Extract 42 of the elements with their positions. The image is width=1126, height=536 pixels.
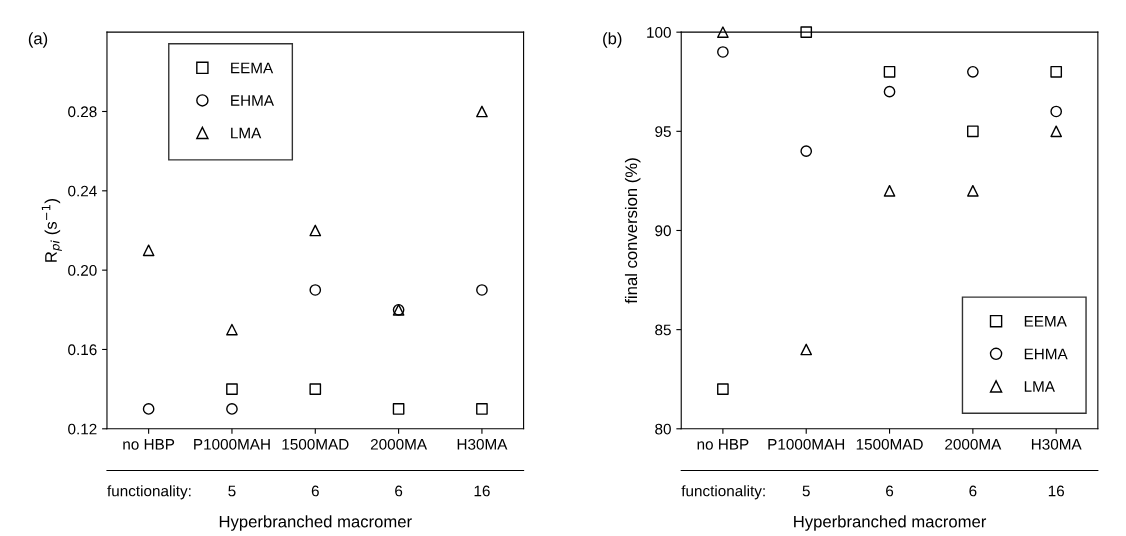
y-tick-label: 95	[655, 126, 671, 138]
legend-label: LMA	[231, 127, 262, 139]
x-tick-label: 2000MA	[370, 438, 428, 450]
x-axis-title: Hyperbranched macromer	[794, 515, 987, 531]
text: (a)	[28, 32, 48, 48]
y-tick-label: 80	[655, 423, 671, 435]
x-tick-label: H30MA	[457, 438, 508, 450]
text: functionality:	[107, 485, 191, 500]
x-tick-label: P1000MAH	[194, 438, 270, 450]
y-tick-label: 85	[655, 324, 671, 336]
text: functionality:	[681, 485, 765, 500]
legend-label: EEMA	[1024, 316, 1067, 327]
y-axis-title: final conversion (%)	[624, 158, 641, 304]
text: 16	[1048, 485, 1065, 497]
x-tick-label: 2000MA	[945, 438, 1002, 450]
x-tick-label: 1500MAD	[282, 438, 349, 450]
text: (b)	[603, 32, 622, 48]
x-tick-label: no HBP	[123, 439, 175, 450]
x-axis-title: Hyperbranched macromer	[219, 515, 412, 531]
text: 5	[228, 485, 236, 497]
y-tick-label: 0.28	[68, 106, 97, 118]
text: 6	[886, 485, 894, 497]
legend-label: EEMA	[231, 62, 274, 74]
y-tick-label: 0.16	[68, 344, 97, 356]
legend-label: EHMA	[1024, 348, 1068, 360]
text: 6	[969, 485, 977, 497]
x-tick-label: P1000MAH	[768, 438, 845, 450]
x-tick-label: H30MA	[1031, 438, 1082, 450]
y-tick-label: 0.24	[68, 185, 97, 197]
y-axis-title: R$_{pi}$ (s$^{−1}$)	[41, 199, 62, 262]
legend-label: LMA	[1024, 381, 1055, 392]
x-tick-label: no HBP	[697, 439, 749, 450]
x-tick-label: 1500MAD	[856, 438, 923, 450]
y-tick-label: 90	[655, 225, 671, 237]
text: 6	[395, 485, 403, 497]
y-tick-label: 0.20	[68, 265, 97, 276]
text: 6	[311, 485, 319, 497]
text: 5	[802, 485, 810, 497]
text: 16	[474, 485, 490, 497]
y-tick-label: 0.12	[68, 423, 97, 435]
legend-label: EHMA	[231, 95, 274, 106]
y-tick-label: 100	[647, 27, 671, 38]
